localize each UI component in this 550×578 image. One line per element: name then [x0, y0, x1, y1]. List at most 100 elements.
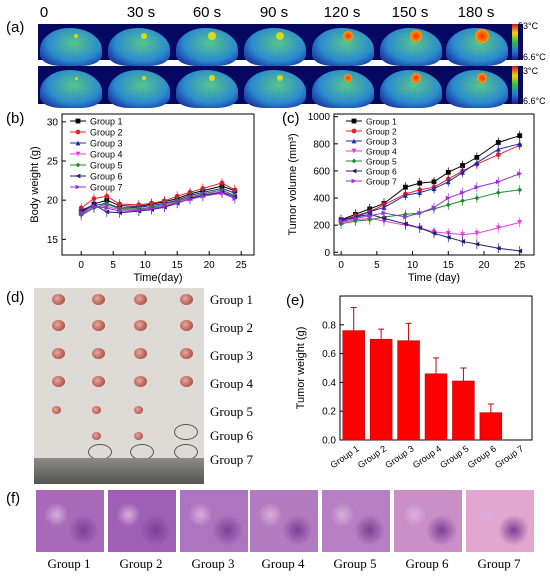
data-point	[403, 214, 408, 220]
legend-marker	[351, 158, 357, 164]
data-point	[474, 230, 480, 236]
data-point	[495, 225, 501, 231]
x-tick-label: 25	[236, 260, 248, 271]
data-point	[219, 180, 225, 186]
legend-label: Group 1	[366, 117, 397, 127]
data-point	[460, 163, 465, 168]
data-point	[445, 202, 451, 208]
tumor-sample	[92, 406, 101, 414]
legend-marker	[75, 162, 81, 168]
legend-label: Group 6	[90, 172, 123, 182]
photo-group-label-4: Group 4	[210, 376, 253, 391]
data-point	[445, 169, 451, 175]
legend-marker	[75, 151, 81, 157]
data-point	[338, 218, 344, 224]
legend-label: Group 6	[366, 167, 397, 177]
y-tick-label: 600	[313, 166, 330, 177]
x-tick-label: Group 2	[356, 443, 388, 470]
data-point	[474, 195, 480, 201]
data-point	[367, 213, 373, 219]
data-point	[232, 196, 238, 201]
tumor-sample	[180, 294, 193, 305]
legend-marker	[75, 129, 81, 135]
legend-label: Group 7	[90, 183, 123, 193]
photo-group-label-7: Group 7	[210, 452, 253, 467]
data-point	[78, 210, 84, 216]
x-tick-label: 20	[204, 260, 216, 271]
y-tick-label: 0.8	[322, 320, 336, 331]
thermal-colorbar-bottom	[512, 66, 518, 104]
hotspot	[141, 75, 147, 81]
colorbar-min-bottom: 26.6°C	[518, 96, 546, 106]
x-tick-label: Group 4	[411, 443, 443, 470]
data-point	[431, 186, 437, 191]
hotspot	[342, 30, 354, 42]
histology-label: Group 7	[477, 556, 521, 571]
data-point	[495, 140, 501, 145]
photo-group-label-2: Group 2	[210, 320, 253, 335]
time-label-1: 30 s	[126, 4, 156, 21]
tumor-sample	[92, 432, 101, 440]
panel-label-e: (e)	[286, 292, 305, 309]
series-line	[341, 189, 520, 225]
thermal-mouse	[380, 70, 442, 108]
data-point	[517, 141, 523, 147]
data-point	[91, 196, 97, 201]
legend-marker	[351, 138, 357, 144]
x-tick-label: Group 6	[466, 443, 498, 470]
thermal-mouse	[108, 70, 170, 108]
tumor-sample	[134, 294, 147, 305]
y-tick-label: 15	[47, 235, 59, 246]
hotspot	[410, 30, 422, 42]
data-point	[417, 210, 423, 216]
panel-label-f: (f)	[6, 490, 21, 507]
y-tick-label: 25	[47, 157, 59, 168]
hotspot	[208, 32, 216, 40]
histology-image	[322, 490, 390, 552]
panel-label-d: (d)	[6, 289, 25, 306]
data-point	[474, 184, 480, 190]
legend-marker	[75, 173, 81, 179]
tumor-sample	[52, 376, 65, 387]
y-tick-label: 0	[324, 248, 330, 259]
tumor-sample	[134, 320, 147, 331]
panel-label-a: (a)	[6, 19, 25, 36]
y-tick-label: 0.0	[322, 436, 336, 447]
data-point	[149, 206, 154, 212]
histology-image	[36, 490, 104, 552]
y-axis-label: Tumor weight (g)	[295, 327, 307, 410]
data-point	[460, 239, 465, 244]
photo-group-label-3: Group 3	[210, 348, 253, 363]
hotspot	[141, 33, 147, 39]
hotspot	[209, 75, 215, 81]
histology-image	[108, 490, 176, 552]
time-label-5: 150 s	[391, 4, 429, 21]
data-point	[474, 241, 480, 247]
hotspot	[476, 72, 488, 84]
legend-marker	[351, 128, 357, 134]
data-point	[445, 195, 451, 201]
thermal-mouse	[176, 70, 238, 108]
data-point	[403, 192, 408, 198]
x-tick-label: 5	[374, 260, 380, 271]
data-point	[474, 160, 480, 166]
data-point	[381, 210, 387, 216]
legend-marker	[75, 184, 81, 190]
time-label-6: 180 s	[457, 4, 495, 21]
data-point	[460, 232, 465, 238]
data-point	[403, 184, 408, 190]
data-point	[417, 190, 423, 196]
panel-label-c: (c)	[282, 110, 300, 127]
y-tick-label: 800	[313, 139, 330, 150]
data-point	[353, 215, 358, 221]
y-tick-label: 20	[47, 196, 59, 207]
hotspot	[74, 76, 78, 80]
thermal-mouse	[312, 70, 374, 108]
data-point	[417, 225, 423, 231]
data-point	[517, 171, 523, 177]
hotspot	[411, 73, 421, 83]
y-tick-label: 1000	[308, 112, 331, 123]
series-line	[80, 189, 235, 215]
thermal-colorbar-top	[512, 24, 518, 60]
